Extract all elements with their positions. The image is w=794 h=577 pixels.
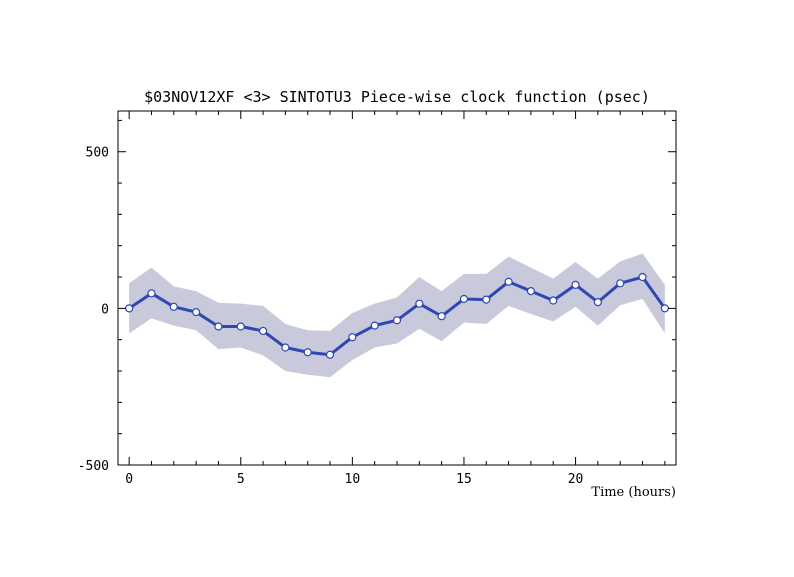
confidence-band <box>129 253 665 378</box>
x-tick-label: 0 <box>125 472 133 487</box>
data-point <box>571 280 580 289</box>
x-tick-label: 20 <box>568 472 584 487</box>
axis-tick-labels: 0 5 10 15 20 -500 0 500 <box>78 146 584 487</box>
x-tick-label: 15 <box>456 472 472 487</box>
confidence-band-layer <box>129 253 665 378</box>
data-point <box>549 296 558 305</box>
data-point <box>638 272 647 282</box>
data-point <box>504 277 513 286</box>
data-point <box>325 350 335 359</box>
data-point <box>370 321 379 330</box>
data-point <box>348 333 357 342</box>
data-point <box>258 326 268 336</box>
y-tick-label: 500 <box>86 146 109 161</box>
data-point <box>415 299 424 308</box>
data-point <box>392 316 402 325</box>
chart-title: $03NOV12XF <3> SINTOTU3 Piece-wise clock… <box>144 88 650 106</box>
data-point <box>482 295 491 304</box>
x-tick-label: 10 <box>345 472 361 487</box>
axis-ticks <box>118 111 676 466</box>
x-axis-label: Time (hours) <box>591 485 676 500</box>
data-point <box>526 287 536 296</box>
y-tick-label: -500 <box>78 459 109 474</box>
data-point <box>192 308 201 317</box>
data-point <box>214 322 223 331</box>
data-point <box>660 304 669 313</box>
data-point <box>147 289 156 298</box>
data-point <box>616 279 625 288</box>
data-point <box>303 348 312 357</box>
y-tick-label: 0 <box>101 302 109 317</box>
data-point <box>459 294 469 304</box>
data-point <box>236 322 245 331</box>
data-point <box>593 297 602 307</box>
x-tick-label: 5 <box>237 472 245 487</box>
data-point <box>169 302 178 311</box>
data-point <box>437 312 446 321</box>
data-point-layer <box>125 272 669 359</box>
data-point <box>281 343 290 352</box>
data-point <box>125 304 134 313</box>
